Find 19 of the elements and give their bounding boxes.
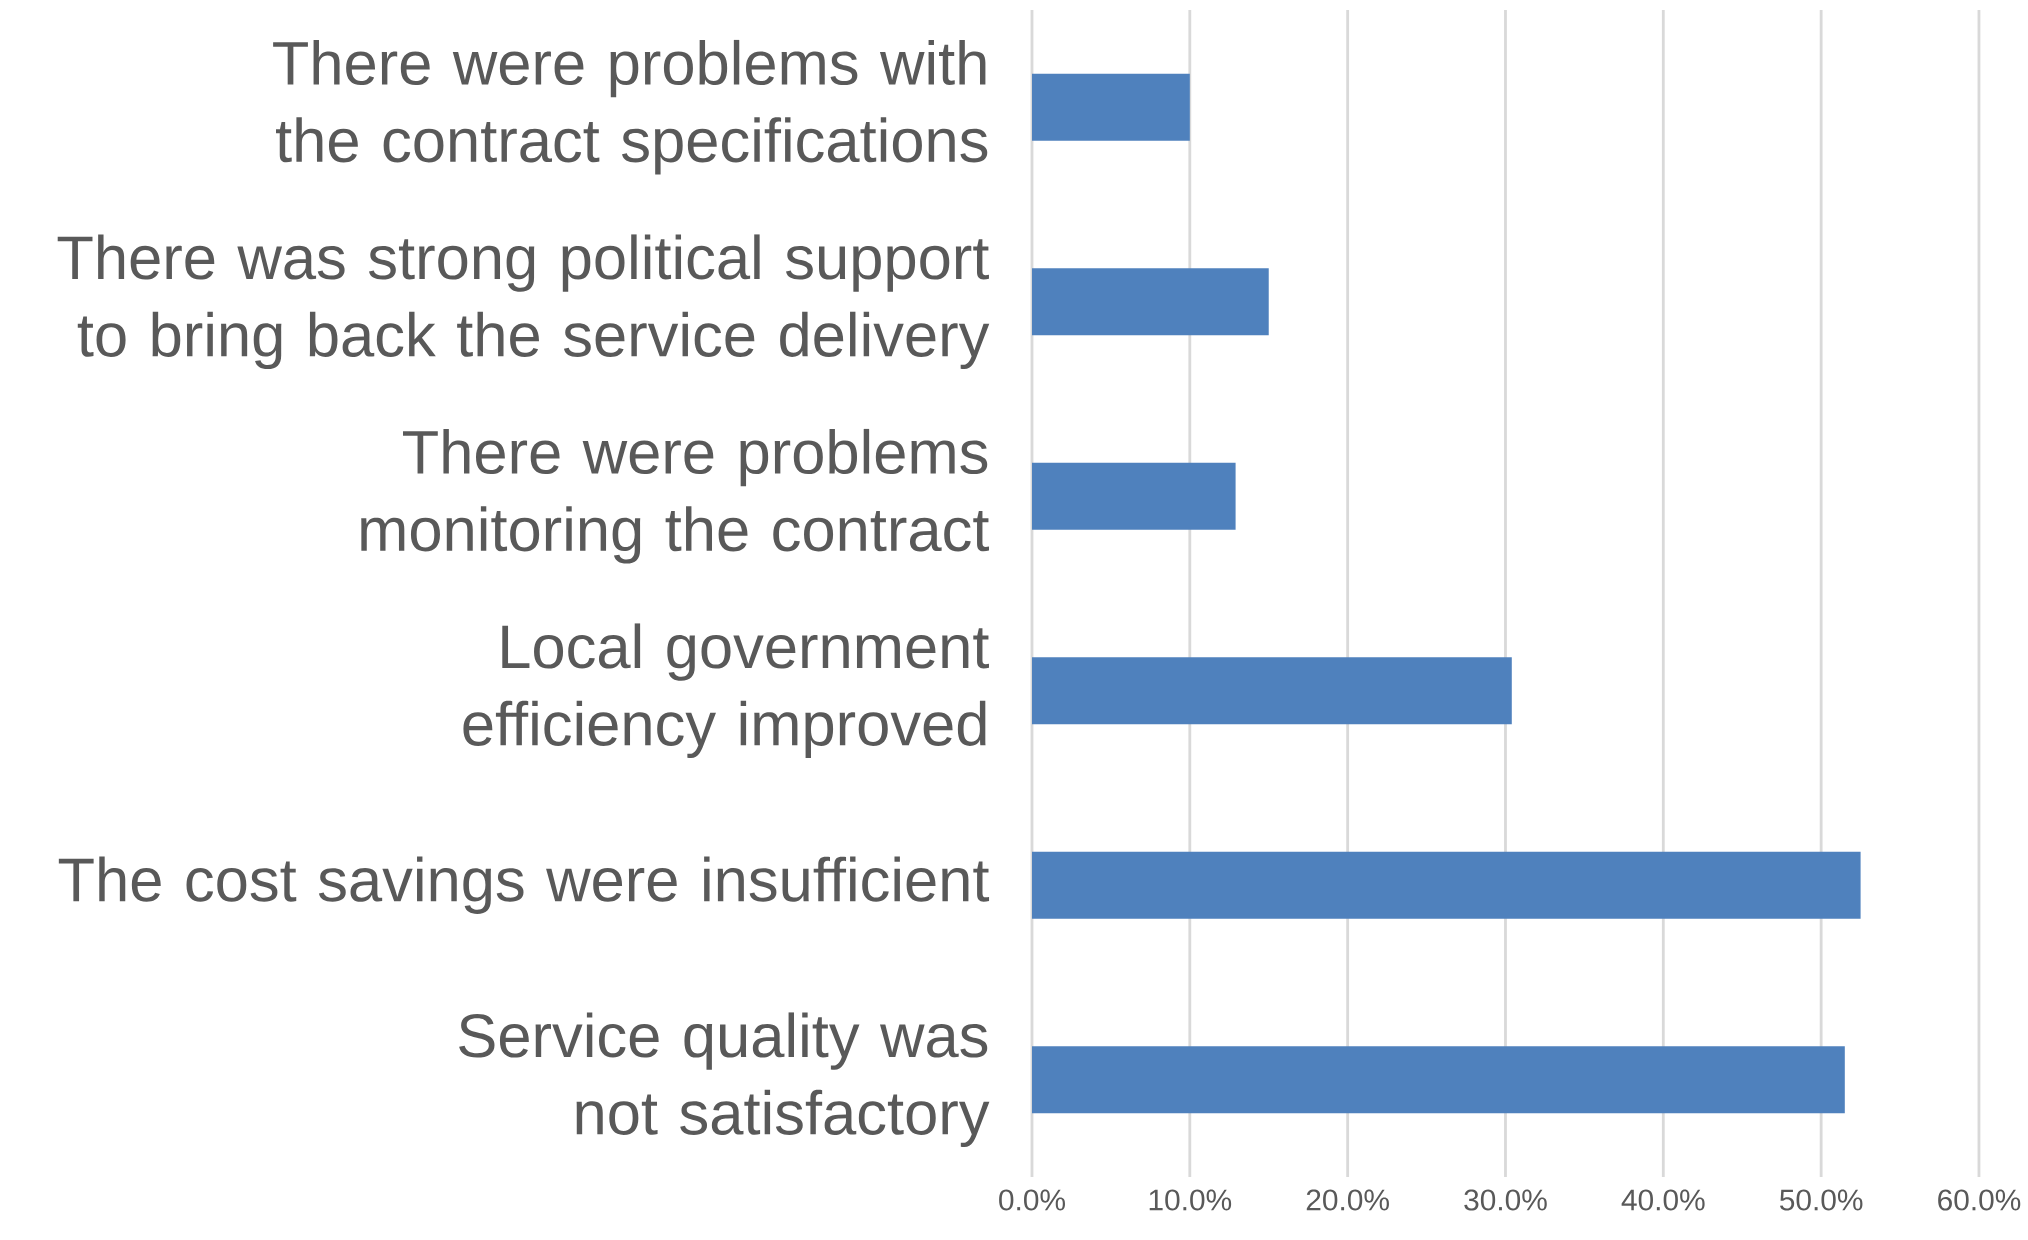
bar [1031,462,1236,530]
y-tick-label: There were problems with the contract specifications [273,39,988,175]
x-tick-label: 30.0% [1464,1189,1547,1211]
bar [1031,851,1861,919]
y-tick-label: Service quality was not satisfactory [459,1012,990,1148]
y-tick-label: The cost savings were insufficient [58,856,990,914]
x-tick-label: 60.0% [1938,1189,2021,1211]
bar [1031,657,1512,725]
y-tick-label: There was strong political support to bring back the service delivery [57,234,990,370]
bar [1031,73,1190,141]
y-tick-label: Local government efficiency improved [463,623,990,759]
x-tick-label: 20.0% [1306,1189,1389,1211]
y-tick-label: There were problems monitoring the contract [361,428,989,564]
x-tick-label: 0.0% [999,1189,1065,1211]
x-tick-label: 50.0% [1779,1189,1863,1211]
x-tick-label: 10.0% [1149,1189,1232,1211]
bar [1031,268,1269,336]
bar [1031,1046,1845,1114]
x-tick-label: 40.0% [1621,1189,1705,1211]
